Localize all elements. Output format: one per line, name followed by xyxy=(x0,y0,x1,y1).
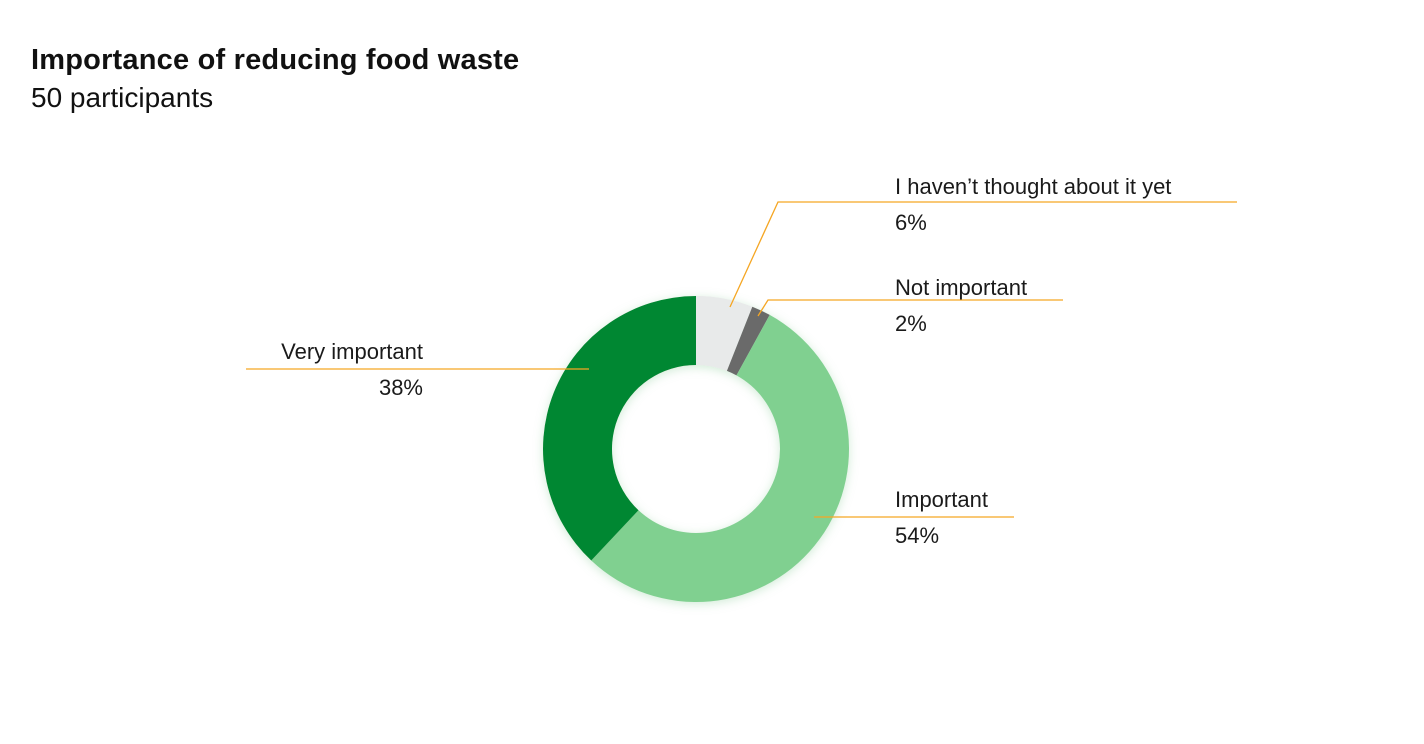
slice-label: I haven’t thought about it yet xyxy=(895,174,1171,199)
slice-i-haven-t-thought-about-it-yet xyxy=(696,296,753,371)
chart-subtitle: 50 participants xyxy=(31,82,214,113)
slice-value-label: 6% xyxy=(895,210,927,235)
slice-not-important xyxy=(726,306,770,376)
leader-line xyxy=(729,201,1237,308)
slice-value-label: 2% xyxy=(895,311,927,336)
slice-value-label: 38% xyxy=(379,375,423,400)
slice-label: Very important xyxy=(281,339,423,364)
slice-label: Important xyxy=(895,487,988,512)
slice-very-important xyxy=(542,296,696,561)
slice-value-label: 54% xyxy=(895,523,939,548)
slice-important xyxy=(591,314,850,602)
leader-line xyxy=(757,299,1063,317)
chart-title: Importance of reducing food waste xyxy=(31,44,520,76)
slice-label: Not important xyxy=(895,275,1027,300)
